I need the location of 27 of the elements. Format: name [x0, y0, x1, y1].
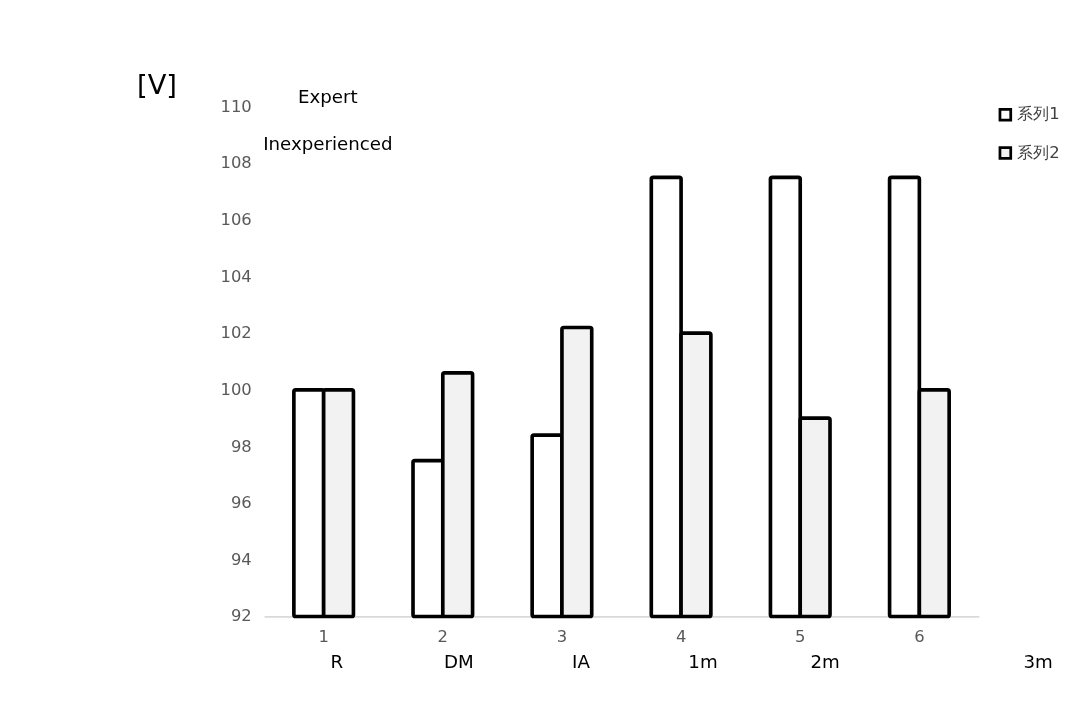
annotation: Expert [298, 85, 358, 107]
y-tick-label: 102 [220, 323, 252, 343]
y-tick-label: 94 [230, 549, 252, 569]
legend-label: 系列1 [1017, 104, 1060, 124]
y-tick-label: 106 [220, 209, 252, 229]
y-tick-label: 108 [220, 153, 252, 173]
x-tick-label: 1 [318, 627, 329, 647]
text: IA [572, 651, 591, 673]
text: 1m [688, 651, 718, 673]
text: R [330, 651, 344, 673]
y-tick-label: 104 [220, 266, 252, 286]
x-tick-label: 4 [675, 627, 687, 647]
x-tick-label: 5 [795, 627, 806, 647]
y-axis-title: [V] [137, 69, 178, 101]
legend-label: 系列2 [1017, 142, 1060, 162]
text: 3m [1023, 651, 1053, 673]
y-tick-label: 92 [230, 606, 252, 626]
y-tick-label: 110 [220, 96, 252, 116]
y-tick-label: 96 [230, 493, 252, 513]
y-tick-label: 100 [220, 379, 252, 399]
y-tick-label: 98 [230, 436, 252, 456]
annotation: Inexperienced [263, 133, 393, 155]
x-tick-label: 6 [914, 627, 925, 647]
text: DM [444, 651, 474, 673]
x-tick-label: 2 [437, 627, 449, 647]
x-tick-label: 3 [556, 627, 568, 647]
text: 2m [810, 651, 840, 673]
